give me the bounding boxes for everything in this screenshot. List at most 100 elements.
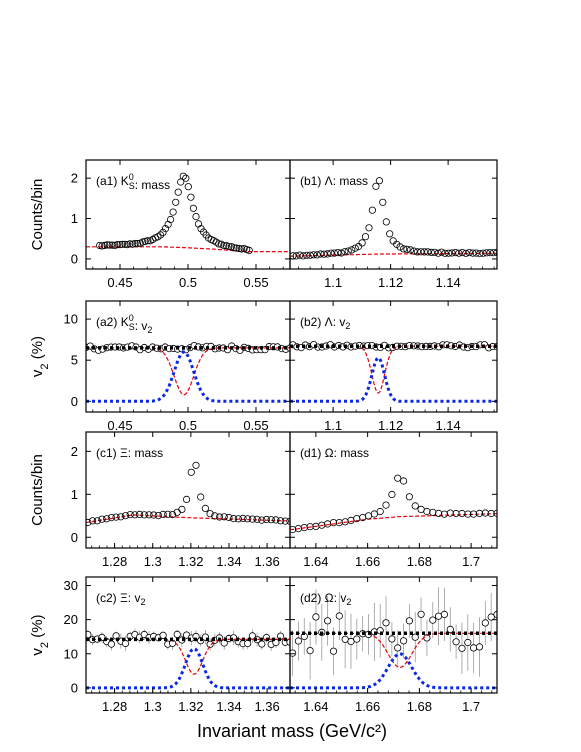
data-point (140, 511, 148, 519)
panel-frame (289, 431, 498, 549)
data-point (187, 468, 195, 476)
panel-label: (c2) Ξ: v2 (96, 591, 145, 607)
data-point (341, 248, 349, 256)
data-point (476, 250, 484, 258)
x-tick-label: 0.55 (243, 418, 268, 433)
y-tick-label: 2 (71, 444, 78, 459)
data-point (335, 518, 343, 527)
y-tick-label: 1 (71, 487, 78, 502)
panel-b1: 1.1 1.12 1.14 (b1) Λ: mass (289, 159, 498, 290)
x-tick-label: 1.28 (102, 554, 127, 569)
plot-area (86, 461, 290, 527)
data-point (121, 512, 130, 520)
data-point (434, 509, 443, 518)
background-fit-curve (290, 513, 497, 531)
y-tick-label: 0 (71, 251, 78, 266)
data-point (189, 204, 197, 212)
data-point (410, 247, 418, 255)
data-point (376, 507, 384, 516)
data-point (103, 515, 111, 523)
data-point (245, 246, 253, 254)
data-point (441, 249, 449, 257)
data-point (394, 474, 402, 482)
panel-label: (a1) K0 S: mass (96, 172, 170, 192)
data-point (258, 640, 266, 648)
data-point (225, 513, 233, 522)
data-point (458, 644, 466, 652)
x-tick-label: 1.64 (303, 554, 328, 569)
data-point (388, 490, 396, 499)
data-point (329, 647, 338, 655)
data-point (313, 251, 321, 259)
data-point (126, 510, 134, 519)
data-point (429, 508, 437, 516)
data-point (281, 517, 289, 525)
data-point (108, 241, 116, 249)
y-tick-label: 5 (71, 353, 78, 368)
plot-area (86, 341, 290, 403)
data-point (197, 493, 205, 501)
data-point (136, 510, 144, 519)
data-point (365, 224, 373, 232)
data-point (403, 245, 411, 253)
data-point (106, 241, 114, 249)
signal-v2-curve (86, 350, 290, 403)
data-point (329, 518, 338, 527)
data-point (98, 242, 106, 250)
data-point (159, 631, 167, 639)
x-tick-label: 1.12 (378, 418, 403, 433)
data-point (446, 625, 454, 634)
data-point (126, 240, 134, 248)
data-point (168, 510, 177, 519)
data-point (327, 249, 335, 257)
data-point (145, 511, 153, 519)
x-tick-label: 1.34 (216, 554, 241, 569)
data-point (351, 244, 359, 252)
y-axis-label: Counts/bin (29, 179, 46, 251)
data-point (434, 249, 442, 257)
background-v2-curve (290, 345, 497, 394)
data-point (276, 517, 285, 525)
data-point (487, 613, 495, 621)
data-point (184, 183, 192, 191)
panel-label: (b2) Λ: v2 (300, 315, 350, 331)
data-point (411, 502, 419, 510)
data-point (234, 515, 242, 523)
background-v2-curve (86, 347, 290, 396)
data-point (159, 510, 167, 519)
data-point (452, 509, 460, 518)
data-point (192, 213, 200, 221)
data-point (121, 639, 130, 648)
data-point (358, 239, 366, 247)
signal-v2-curve (290, 652, 497, 690)
x-tick-label: 1.1 (324, 418, 342, 433)
data-point (164, 510, 172, 518)
data-point (444, 249, 453, 257)
data-point (107, 640, 116, 648)
data-point (370, 510, 378, 518)
y-axis-label: Counts/bin (29, 454, 46, 526)
panel-a1: 0.45 0.5 0.55 0 1 2 (a1) K0 S: mass (71, 159, 291, 290)
panel-c1: 1.28 1.3 1.32 1.34 1.36 0 1 2 (c1) Ξ: mass (71, 431, 291, 569)
panel-label: (c1) Ξ: mass (96, 446, 163, 460)
data-point (446, 509, 454, 517)
data-point (372, 182, 380, 190)
x-tick-label: 1.14 (435, 275, 460, 290)
data-point (248, 515, 256, 523)
x-tick-label: 1.3 (144, 554, 162, 569)
data-point (177, 178, 185, 186)
data-point (187, 193, 195, 201)
data-point (112, 513, 120, 521)
data-point (182, 174, 190, 182)
data-point (482, 249, 491, 257)
x-tick-label: 1.32 (178, 699, 203, 714)
data-point (206, 640, 214, 648)
data-point (296, 251, 304, 259)
data-point (323, 520, 332, 528)
data-point (303, 251, 311, 259)
background-fit-curve (290, 252, 497, 257)
data-point (300, 523, 308, 532)
data-point (306, 523, 314, 531)
y-tick-label: 2 (71, 171, 78, 186)
